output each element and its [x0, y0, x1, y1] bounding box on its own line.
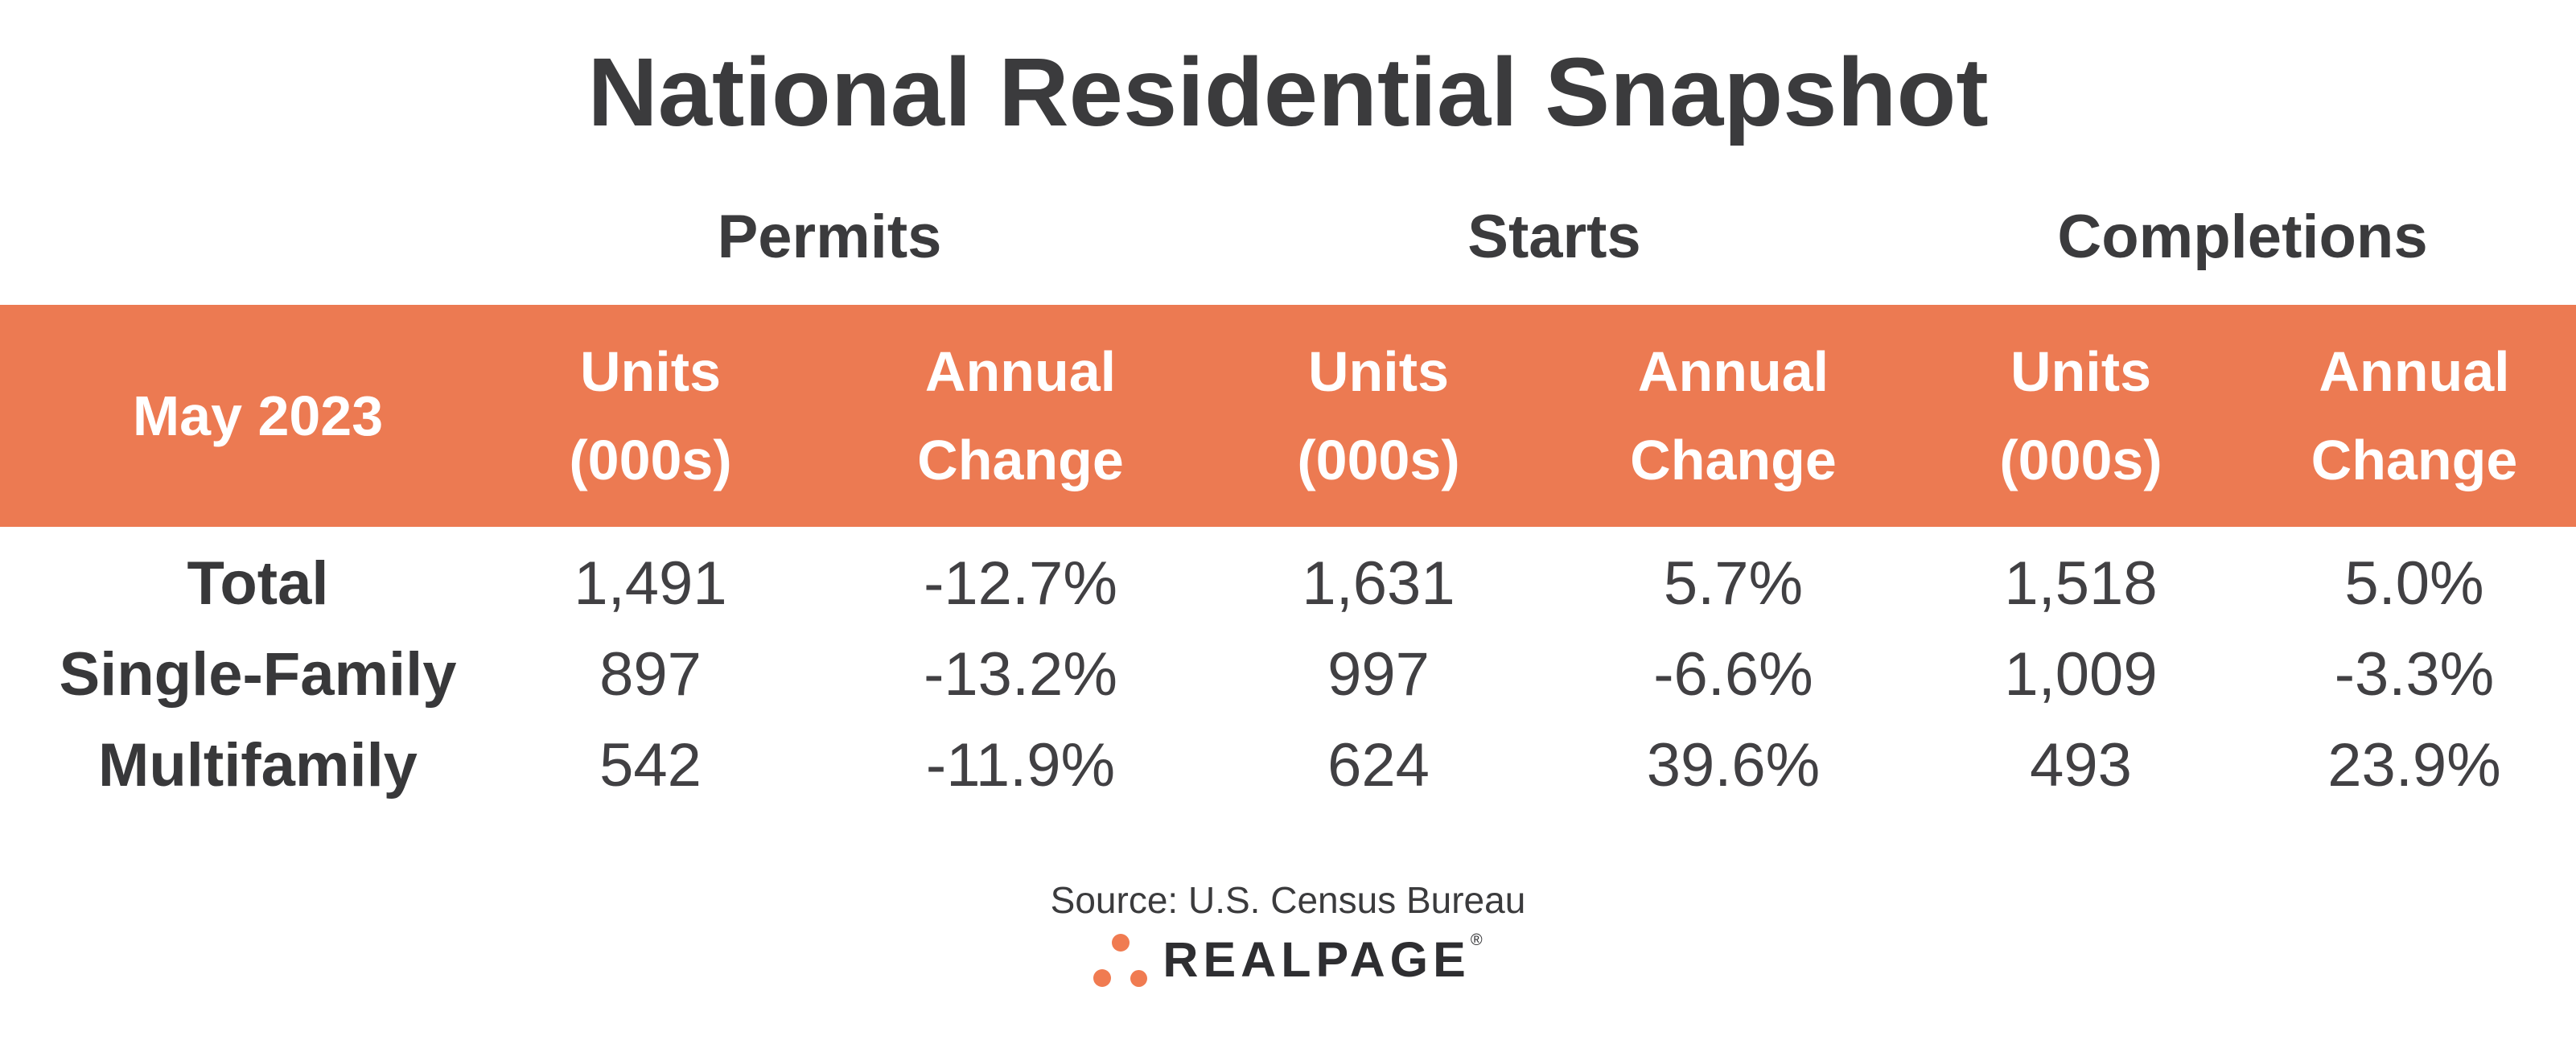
table-row-total: Total 1,491 -12.7% 1,631 5.7% 1,518 5.0% [0, 538, 2576, 629]
col-header-completions-change: Annual Change [2253, 305, 2576, 527]
completions-change-value: 23.9% [2327, 731, 2501, 800]
starts-change-value: -6.6% [1653, 640, 1813, 709]
row-label: Single-Family [59, 640, 457, 709]
realpage-wordmark: REALPAGE® [1162, 932, 1482, 988]
col-header-completions-units: Units (000s) [1909, 305, 2253, 527]
col-header-line: Units [580, 339, 721, 403]
permits-change-value: -13.2% [924, 640, 1117, 709]
completions-change-value: -3.3% [2334, 640, 2495, 709]
realpage-logo: REALPAGE® [0, 932, 2576, 988]
col-header-line: Change [2311, 429, 2518, 492]
col-header-line: Units [1308, 339, 1449, 403]
col-header-line: Annual [2319, 339, 2510, 403]
group-header-completions: Completions [2057, 203, 2428, 272]
permits-units-value: 542 [599, 731, 702, 800]
row-label: Multifamily [98, 731, 418, 800]
starts-units-value: 624 [1327, 731, 1430, 800]
table-row-single-family: Single-Family 897 -13.2% 997 -6.6% 1,009… [0, 629, 2576, 720]
source-attribution: Source: U.S. Census Bureau [1050, 879, 1526, 922]
col-header-line: Change [1630, 429, 1837, 492]
permits-units-value: 897 [599, 640, 702, 709]
col-header-permits-change: Annual Change [842, 305, 1200, 527]
col-header-line: Change [917, 429, 1124, 492]
logo-dot-bottom-right [1130, 969, 1148, 987]
realpage-dots-icon [1093, 933, 1148, 987]
permits-units-value: 1,491 [574, 549, 727, 619]
completions-change-value: 5.0% [2344, 549, 2484, 619]
registered-trademark-mark: ® [1470, 931, 1483, 950]
col-header-permits-units: Units (000s) [459, 305, 842, 527]
col-header-line: Units [2010, 339, 2151, 403]
group-header-starts: Starts [1467, 203, 1641, 272]
column-group-header-row: Permits Starts Completions [0, 191, 2576, 283]
col-header-starts-change: Annual Change [1558, 305, 1909, 527]
starts-units-value: 997 [1327, 640, 1430, 709]
table-body: Total 1,491 -12.7% 1,631 5.7% 1,518 5.0%… [0, 527, 2576, 811]
col-header-line: (000s) [1297, 429, 1460, 492]
starts-units-value: 1,631 [1302, 549, 1455, 619]
completions-units-value: 1,009 [2004, 640, 2158, 709]
completions-units-value: 493 [2030, 731, 2132, 800]
col-header-line: Annual [924, 339, 1117, 403]
page-title: National Residential Snapshot [587, 37, 1989, 146]
row-label: Total [187, 549, 329, 619]
brand-text: REALPAGE [1162, 932, 1471, 988]
col-header-starts-units: Units (000s) [1200, 305, 1558, 527]
logo-dot-bottom-left [1093, 968, 1112, 987]
permits-change-value: -12.7% [924, 549, 1117, 619]
col-header-line: Annual [1637, 339, 1829, 403]
starts-change-value: 39.6% [1646, 731, 1821, 800]
col-header-line: (000s) [569, 429, 732, 492]
starts-change-value: 5.7% [1663, 549, 1804, 619]
logo-dot-top [1112, 933, 1130, 952]
completions-units-value: 1,518 [2004, 549, 2158, 619]
group-header-spacer [0, 191, 459, 283]
table-header-band: May 2023 Units (000s) Annual Change Unit… [0, 305, 2576, 528]
table-row-multifamily: Multifamily 542 -11.9% 624 39.6% 493 23.… [0, 720, 2576, 811]
col-header-line: (000s) [1999, 429, 2162, 492]
permits-change-value: -11.9% [925, 731, 1116, 800]
group-header-permits: Permits [717, 203, 942, 272]
period-label: May 2023 [132, 384, 384, 447]
